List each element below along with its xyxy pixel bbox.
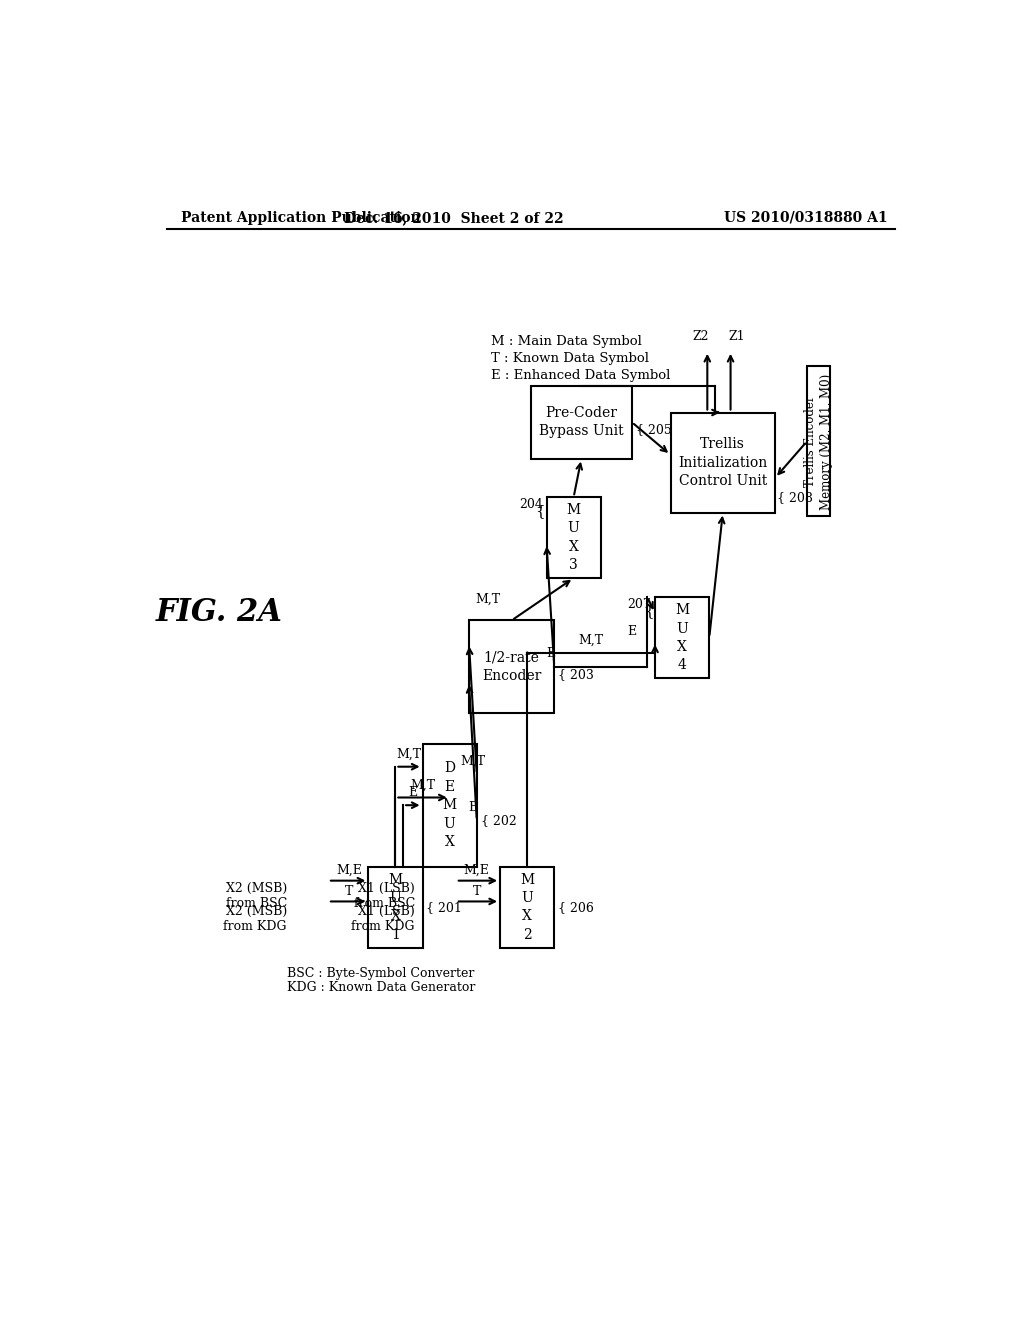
Bar bbox=[547, 498, 601, 578]
Text: FIG. 2A: FIG. 2A bbox=[156, 597, 283, 628]
Bar bbox=[369, 867, 423, 948]
Text: T: T bbox=[472, 884, 481, 898]
Text: M,E: M,E bbox=[464, 863, 489, 876]
Text: M
U
X
2: M U X 2 bbox=[520, 873, 535, 942]
Text: 207: 207 bbox=[628, 598, 651, 611]
Text: Dec. 16, 2010  Sheet 2 of 22: Dec. 16, 2010 Sheet 2 of 22 bbox=[344, 211, 563, 224]
Bar bbox=[469, 620, 554, 713]
Text: M
U
X
4: M U X 4 bbox=[675, 603, 689, 672]
Text: E: E bbox=[627, 626, 636, 639]
Text: M,T: M,T bbox=[461, 755, 485, 768]
Text: M
U
X
1: M U X 1 bbox=[388, 873, 402, 942]
Text: { 206: { 206 bbox=[558, 900, 594, 913]
Text: D
E
M
U
X: D E M U X bbox=[442, 762, 457, 849]
Text: { 203: { 203 bbox=[558, 668, 594, 681]
Text: Trellis Encoder
Memory (M2, M1, M0): Trellis Encoder Memory (M2, M1, M0) bbox=[804, 374, 834, 510]
Bar bbox=[423, 743, 477, 867]
Text: X2 (MSB)
from BSC: X2 (MSB) from BSC bbox=[225, 882, 287, 911]
Text: 204: 204 bbox=[519, 499, 543, 511]
Text: { 201: { 201 bbox=[426, 900, 462, 913]
Text: X2 (MSB)
from KDG: X2 (MSB) from KDG bbox=[223, 906, 287, 933]
Text: X1 (LSB)
from KDG: X1 (LSB) from KDG bbox=[351, 906, 415, 933]
Text: M,T: M,T bbox=[410, 779, 435, 792]
Text: E : Enhanced Data Symbol: E : Enhanced Data Symbol bbox=[490, 370, 670, 383]
Text: E: E bbox=[409, 785, 418, 799]
Text: {: { bbox=[644, 605, 653, 618]
Text: 1/2-rate
Encoder: 1/2-rate Encoder bbox=[482, 651, 542, 682]
Text: Z2: Z2 bbox=[693, 330, 710, 343]
Text: US 2010/0318880 A1: US 2010/0318880 A1 bbox=[724, 211, 888, 224]
Text: { 202: { 202 bbox=[480, 814, 516, 828]
Text: { 208: { 208 bbox=[777, 491, 813, 504]
Bar bbox=[671, 412, 775, 512]
Text: M,E: M,E bbox=[336, 863, 361, 876]
Text: T: T bbox=[345, 884, 353, 898]
Text: KDG : Known Data Generator: KDG : Known Data Generator bbox=[287, 981, 475, 994]
Text: Patent Application Publication: Patent Application Publication bbox=[180, 211, 420, 224]
Text: Z1: Z1 bbox=[728, 330, 745, 343]
Text: M
U
X
3: M U X 3 bbox=[566, 503, 581, 573]
Text: Trellis
Initialization
Control Unit: Trellis Initialization Control Unit bbox=[678, 437, 767, 488]
Text: M,T: M,T bbox=[475, 593, 500, 606]
Text: X1 (LSB)
from BSC: X1 (LSB) from BSC bbox=[353, 882, 415, 911]
Text: BSC : Byte-Symbol Converter: BSC : Byte-Symbol Converter bbox=[287, 966, 474, 979]
Text: { 205: { 205 bbox=[636, 424, 672, 437]
Text: M : Main Data Symbol: M : Main Data Symbol bbox=[490, 335, 642, 348]
Text: M,T: M,T bbox=[396, 747, 422, 760]
Text: {: { bbox=[536, 504, 545, 517]
Bar bbox=[655, 597, 710, 678]
Bar bbox=[807, 367, 830, 516]
Text: M,T: M,T bbox=[579, 634, 603, 647]
Bar bbox=[500, 867, 554, 948]
Text: Pre-Coder
Bypass Unit: Pre-Coder Bypass Unit bbox=[539, 407, 624, 438]
Text: E: E bbox=[546, 647, 555, 660]
Text: T : Known Data Symbol: T : Known Data Symbol bbox=[490, 352, 648, 366]
Bar bbox=[531, 385, 632, 459]
Text: E: E bbox=[468, 801, 477, 814]
